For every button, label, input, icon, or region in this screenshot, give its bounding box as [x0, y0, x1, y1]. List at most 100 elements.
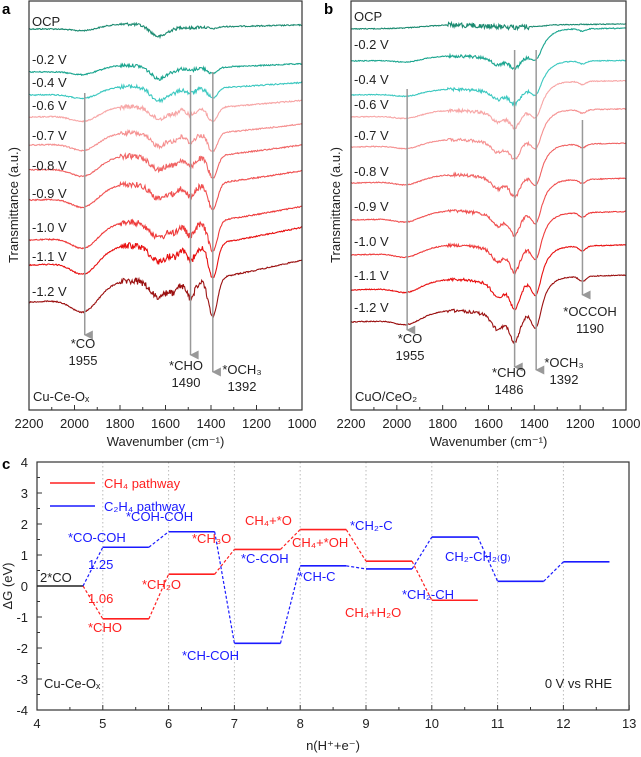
level-label: *CH-C [298, 569, 336, 584]
series-label: -0.7 V [354, 128, 389, 143]
peak-species-label: *CO [71, 336, 96, 351]
connector-line [279, 565, 301, 644]
connector-line [148, 531, 169, 548]
x-tick-label: 1600 [474, 416, 503, 431]
y-tick-label: 4 [21, 455, 28, 470]
peak-wavenumber-label: 1955 [396, 348, 425, 363]
x-axis-label: Wavenumber (cm⁻¹) [107, 434, 225, 449]
series-label: -0.6 V [354, 97, 389, 112]
spectrum-line [28, 81, 303, 104]
y-tick-label: 1 [21, 548, 28, 563]
spectrum-line [350, 243, 627, 311]
spectrum-line [28, 62, 303, 81]
x-tick-label: 9 [362, 716, 369, 731]
peak-wavenumber-label: 1190 [576, 321, 604, 336]
x-tick-label: 1800 [428, 416, 457, 431]
spectrum-line [28, 99, 303, 123]
sample-label: Cu-Ce-Oₓ [44, 676, 101, 691]
peak-species-label: *OCH₃ [222, 362, 261, 377]
spectrum-line [350, 27, 627, 71]
peak-wavenumber-label: 1490 [172, 375, 201, 390]
condition-label: 0 V vs RHE [545, 676, 613, 691]
connector-line [411, 536, 433, 570]
x-axis-label: n(H⁺+e⁻) [306, 738, 360, 753]
x-tick-label: 13 [622, 716, 636, 731]
spectrum-line [28, 21, 303, 40]
y-tick-label: -1 [16, 610, 28, 625]
connector-line [214, 549, 235, 575]
series-label: -1.1 V [32, 249, 67, 264]
level-label: *CHO [88, 620, 122, 635]
peak-wavenumber-label: 1955 [69, 353, 98, 368]
x-tick-label: 1800 [106, 416, 135, 431]
series-label: -1.0 V [32, 220, 67, 235]
level-label: 2*CO [40, 570, 72, 585]
series-label: -0.9 V [32, 186, 67, 201]
sample-label: CuO/CeO₂ [355, 389, 417, 404]
spectrum-line [350, 177, 627, 238]
spectrum-line [28, 123, 303, 153]
level-label: *CH₃O [192, 531, 231, 546]
x-tick-label: 1600 [151, 416, 180, 431]
level-label: CH₄+*O [245, 513, 292, 528]
panel-b: b OCP -0.2 V -0.4 V -0.6 V -0.7 V -0.8 V -0.9 V… [324, 0, 640, 449]
panel-label: b [324, 1, 333, 18]
y-axis-label: Transmittance (a.u.) [328, 147, 343, 263]
level-label: CH₂-CH₂₍g₎ [445, 549, 511, 564]
x-tick-label: 2200 [15, 416, 44, 431]
x-tick-label: 1000 [288, 416, 317, 431]
plot-frame [350, 0, 627, 411]
level-label: *CH₂-C [350, 518, 393, 533]
level-label: CH₄+H₂O [345, 605, 401, 620]
connector-line [345, 529, 367, 562]
series-label: -1.2 V [32, 284, 67, 299]
x-tick-label: 1200 [242, 416, 271, 431]
x-tick-label: 2000 [60, 416, 89, 431]
y-axis-label: Transmittance (a.u.) [6, 147, 21, 263]
x-tick-label: 2000 [382, 416, 411, 431]
connector-line [148, 573, 170, 620]
series-label: OCP [32, 14, 60, 29]
panel-a: a OCP -0.2 V -0.4 V -0.6 V -0.7 V -0.8 V -0.9 V… [2, 0, 317, 449]
x-tick-label: 1400 [520, 416, 549, 431]
series-label: -0.6 V [32, 98, 67, 113]
peak-wavenumber-label: 1392 [550, 372, 579, 387]
spectrum-line [28, 205, 303, 253]
connector-line [346, 565, 367, 570]
connector-line [543, 561, 564, 582]
y-tick-label: 2 [21, 517, 28, 532]
legend-entry: C₂H₄ pathway [104, 499, 186, 514]
series-label: -0.9 V [354, 199, 389, 214]
connector-line [477, 536, 499, 582]
series-label: -0.8 V [32, 158, 67, 173]
series-label: OCP [354, 9, 382, 24]
level-label: *COH-COH [126, 509, 193, 524]
x-tick-label: 5 [99, 716, 106, 731]
y-tick-label: -2 [16, 641, 28, 656]
level-label: *CH-COH [182, 648, 239, 663]
barrier-value-label: 1.06 [88, 591, 113, 606]
x-tick-label: 2200 [337, 416, 366, 431]
spectrum-line [350, 59, 627, 107]
panel-label: a [2, 1, 11, 18]
spectrum-line [350, 210, 627, 276]
spectrum-line [350, 142, 627, 200]
panel-label: c [2, 456, 10, 473]
series-label: -1.1 V [354, 268, 389, 283]
spectrum-line [28, 169, 303, 211]
connector-line [82, 585, 104, 620]
y-tick-label: -4 [16, 703, 28, 718]
x-tick-label: 8 [297, 716, 304, 731]
sample-label: Cu-Ce-Oₓ [33, 389, 90, 404]
peak-species-label: *CHO [169, 358, 203, 373]
y-tick-label: 3 [21, 486, 28, 501]
spectrum-line [28, 226, 303, 279]
spectrum-line [350, 79, 627, 130]
legend-entry: CH₄ pathway [104, 476, 181, 491]
x-tick-label: 12 [556, 716, 570, 731]
y-tick-label: -3 [16, 672, 28, 687]
x-axis-label: Wavenumber (cm⁻¹) [430, 434, 548, 449]
x-tick-label: 1200 [566, 416, 595, 431]
